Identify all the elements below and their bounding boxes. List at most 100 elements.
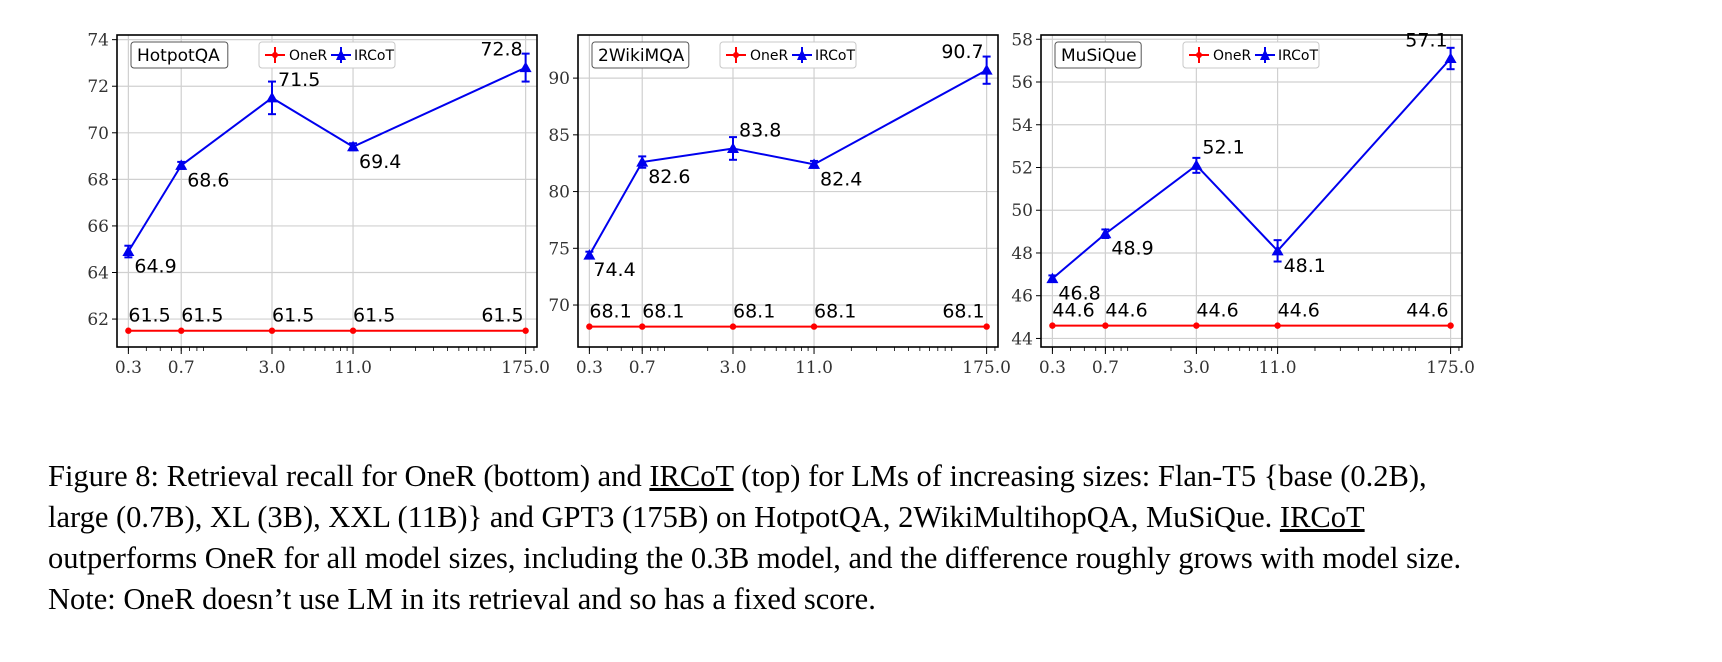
data-label-OneR: 44.6 xyxy=(1406,300,1448,322)
data-label-OneR: 44.6 xyxy=(1278,300,1320,322)
data-point-OneR xyxy=(1193,322,1200,329)
legend-marker-OneR xyxy=(272,52,278,58)
dataset-title-box xyxy=(1054,41,1142,69)
y-tick-label: 64 xyxy=(87,263,109,283)
dataset-title: 2WikiMQA xyxy=(598,46,685,66)
x-tick-label: 0.7 xyxy=(168,358,195,378)
data-point-OneR xyxy=(522,327,529,334)
series-line-IRCoT xyxy=(588,69,988,256)
data-label-IRCoT: 68.6 xyxy=(187,169,229,191)
y-tick-label: 54 xyxy=(1011,116,1033,136)
data-point-OneR xyxy=(1102,322,1109,329)
data-label-OneR: 68.1 xyxy=(942,301,984,323)
caption-line-2: large (0.7B), XL (3B), XXL (11B)} and GP… xyxy=(48,497,1688,538)
data-point-IRCoT xyxy=(636,156,649,167)
data-point-IRCoT xyxy=(122,245,135,257)
data-point-OneR xyxy=(125,327,132,334)
legend-label-OneR: OneR xyxy=(750,48,789,64)
figure-caption: Figure 8: Retrieval recall for OneR (bot… xyxy=(48,456,1688,620)
data-label-IRCoT: 90.7 xyxy=(941,41,983,63)
x-tick-label: 175.0 xyxy=(962,358,1011,378)
dataset-title-box xyxy=(130,41,229,69)
y-tick-label: 74 xyxy=(87,31,109,51)
data-point-OneR xyxy=(586,323,593,330)
data-label-OneR: 44.6 xyxy=(1196,300,1238,322)
data-point-OneR xyxy=(1049,322,1056,329)
y-tick-label: 66 xyxy=(87,217,109,237)
data-point-IRCoT xyxy=(726,142,739,153)
caption-line-4: Note: OneR doesn’t use LM in its retriev… xyxy=(48,582,876,616)
data-point-IRCoT xyxy=(519,61,532,73)
data-label-OneR: 68.1 xyxy=(589,301,631,323)
data-label-OneR: 61.5 xyxy=(128,305,170,327)
caption-text: Figure 8: Retrieval recall for OneR (bot… xyxy=(48,459,650,493)
x-tick-label: 0.7 xyxy=(629,358,656,378)
x-tick-label: 11.0 xyxy=(795,358,833,378)
plot-frame xyxy=(1040,34,1463,348)
y-tick-label: 58 xyxy=(1011,30,1033,50)
data-point-IRCoT xyxy=(1099,227,1112,239)
data-label-IRCoT: 48.1 xyxy=(1284,255,1326,277)
y-tick-label: 46 xyxy=(1011,287,1033,307)
data-label-OneR: 61.5 xyxy=(181,305,223,327)
data-point-IRCoT xyxy=(265,91,278,103)
caption-text: large (0.7B), XL (3B), XXL (11B)} and GP… xyxy=(48,500,1280,534)
x-tick-label: 0.3 xyxy=(1039,358,1066,378)
data-label-OneR: 44.6 xyxy=(1052,300,1094,322)
y-tick-label: 70 xyxy=(87,124,109,144)
data-point-OneR xyxy=(1274,322,1281,329)
data-label-OneR: 68.1 xyxy=(642,301,684,323)
data-label-IRCoT: 72.8 xyxy=(480,39,522,61)
legend-box xyxy=(719,41,857,69)
plot-frame xyxy=(116,34,538,348)
data-label-IRCoT: 74.4 xyxy=(593,259,635,281)
charts-figure: 62 64 66 68 70 72 74 0.3 0.7 3.0 11.0 175.0 61.5 61.5… xyxy=(87,30,1475,378)
x-tick-label: 0.3 xyxy=(115,358,142,378)
legend-marker-IRCoT xyxy=(336,49,346,60)
data-point-OneR xyxy=(349,327,357,334)
dataset-title: MuSiQue xyxy=(1061,46,1137,66)
data-point-IRCoT xyxy=(347,140,360,152)
data-point-IRCoT xyxy=(980,64,993,75)
data-point-OneR xyxy=(268,327,276,334)
data-point-IRCoT xyxy=(1271,244,1284,256)
legend-label-IRCoT: IRCoT xyxy=(1278,48,1319,64)
x-tick-label: 175.0 xyxy=(501,358,550,378)
y-tick-label: 80 xyxy=(548,183,570,203)
y-tick-label: 90 xyxy=(548,69,570,89)
data-point-IRCoT xyxy=(1046,272,1059,284)
data-point-OneR xyxy=(1447,322,1454,329)
data-point-OneR xyxy=(178,327,185,334)
data-label-IRCoT: 82.4 xyxy=(820,168,862,190)
data-label-IRCoT: 52.1 xyxy=(1202,136,1244,158)
y-tick-label: 56 xyxy=(1011,73,1033,93)
legend-box xyxy=(258,41,396,69)
legend-marker-OneR xyxy=(733,52,739,58)
data-label-OneR: 44.6 xyxy=(1105,300,1147,322)
x-tick-label: 11.0 xyxy=(334,358,372,378)
data-label-OneR: 61.5 xyxy=(353,305,395,327)
legend-label-OneR: OneR xyxy=(289,48,328,64)
data-label-IRCoT: 82.6 xyxy=(648,166,690,188)
legend-label-IRCoT: IRCoT xyxy=(354,48,395,64)
data-label-OneR: 61.5 xyxy=(272,305,314,327)
data-label-IRCoT: 64.9 xyxy=(134,256,176,278)
y-tick-label: 52 xyxy=(1011,158,1033,178)
y-tick-label: 75 xyxy=(548,239,570,259)
data-point-IRCoT xyxy=(1190,159,1203,170)
x-tick-label: 3.0 xyxy=(1183,358,1210,378)
legend-marker-IRCoT xyxy=(797,49,807,60)
data-label-IRCoT: 57.1 xyxy=(1405,30,1447,52)
caption-text: (top) for LMs of increasing sizes: Flan-… xyxy=(733,459,1427,493)
plot-frame xyxy=(577,34,999,348)
data-point-IRCoT xyxy=(1444,52,1457,64)
data-point-OneR xyxy=(729,323,737,330)
caption-ircot-underlined: IRCoT xyxy=(1279,500,1365,534)
data-point-OneR xyxy=(810,323,818,330)
data-point-IRCoT xyxy=(583,249,596,260)
y-tick-label: 48 xyxy=(1011,244,1033,264)
legend-label-IRCoT: IRCoT xyxy=(815,48,856,64)
data-label-IRCoT: 69.4 xyxy=(359,151,401,173)
data-point-IRCoT xyxy=(175,159,188,170)
dataset-title-box xyxy=(591,41,690,69)
